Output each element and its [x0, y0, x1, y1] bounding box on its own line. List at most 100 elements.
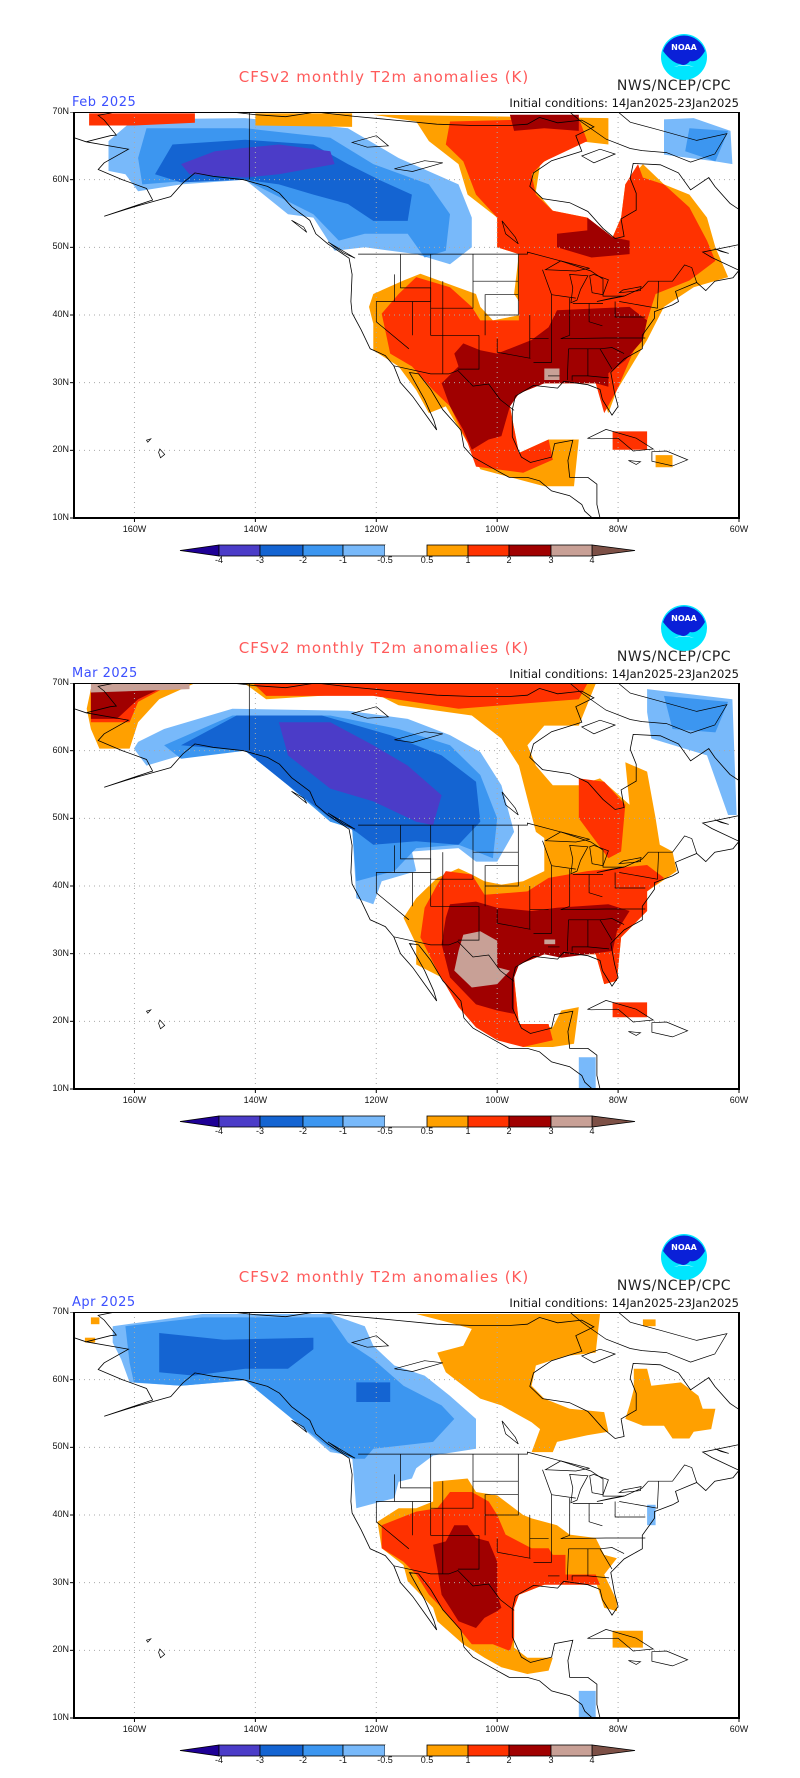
lat-tick-label: 60N	[52, 744, 69, 755]
anomaly-map	[70, 112, 781, 557]
island-outline	[745, 237, 781, 267]
lon-tick-label: 100W	[485, 524, 509, 534]
political-border	[551, 1494, 576, 1499]
colorbar-label: 1	[465, 555, 471, 565]
colorbar-label: -2	[298, 1126, 307, 1136]
month-label: Apr 2025	[72, 1295, 136, 1310]
island-outline	[714, 248, 729, 254]
island-outline	[394, 1360, 443, 1372]
anomaly-region-2_3	[509, 114, 579, 131]
island-outline	[569, 845, 589, 875]
island-outline	[158, 448, 166, 459]
lon-tick-label: 80W	[608, 524, 628, 534]
political-border	[566, 1548, 569, 1581]
political-border	[485, 825, 519, 887]
colorbar-label: 3	[548, 1755, 554, 1765]
island-outline	[394, 731, 443, 743]
anomaly-region-1_2	[612, 1002, 648, 1018]
political-border	[619, 281, 659, 309]
colorbar-label: -1	[338, 1755, 347, 1765]
anomaly-region--1_-0.5	[578, 1057, 596, 1089]
anomaly-region-3_4	[544, 939, 556, 945]
island-outline	[569, 683, 728, 734]
chart-title: CFSv2 monthly T2m anomalies (K)	[238, 1268, 530, 1286]
island-outline	[596, 866, 625, 873]
political-border	[430, 254, 479, 336]
anomaly-region-1_2	[612, 431, 648, 450]
colorbar-label: 2	[506, 555, 512, 565]
political-border	[560, 869, 646, 911]
political-border	[496, 909, 531, 930]
colorbar-label: 2	[506, 1755, 512, 1765]
lon-tick-label: 100W	[485, 1095, 509, 1105]
lon-tick-label: 140W	[243, 524, 268, 534]
political-border	[496, 1538, 531, 1559]
lon-tick-label: 160W	[122, 1724, 147, 1734]
colorbar-label: 0.5	[420, 555, 434, 565]
island-outline	[291, 219, 308, 233]
colorbar-label: -1	[338, 555, 347, 565]
political-border	[393, 1565, 515, 1611]
political-border	[587, 1575, 610, 1579]
island-outline	[651, 1021, 689, 1038]
political-border	[599, 919, 613, 941]
political-border	[457, 1535, 480, 1570]
political-border	[457, 335, 480, 370]
political-border	[430, 254, 474, 309]
political-border	[484, 1494, 519, 1536]
island-outline	[544, 831, 590, 843]
lat-tick-label: 50N	[52, 241, 69, 252]
island-outline	[394, 160, 443, 172]
coastline	[74, 112, 739, 518]
island-outline	[618, 857, 642, 865]
lat-tick-label: 30N	[52, 947, 69, 958]
anomaly-map	[70, 683, 781, 1128]
noaa-logo-text: NOAA	[671, 614, 697, 623]
island-outline	[145, 1009, 152, 1014]
lon-tick-label: 60W	[729, 1095, 749, 1105]
lon-tick-label: 100W	[485, 1724, 509, 1734]
political-border	[393, 365, 515, 411]
lon-tick-label: 140W	[243, 1095, 268, 1105]
island-outline	[714, 1448, 729, 1454]
island-outline	[745, 808, 781, 838]
colorbar-label: 0.5	[420, 1126, 434, 1136]
colorbar-swatch	[385, 545, 427, 556]
island-outline	[350, 1335, 390, 1348]
political-border	[588, 874, 603, 898]
political-border	[430, 1454, 474, 1509]
lon-tick-label: 120W	[364, 1724, 389, 1734]
political-border	[614, 872, 646, 889]
lon-tick-label: 80W	[608, 1724, 628, 1734]
island-outline	[158, 1019, 166, 1030]
lat-tick-label: 40N	[52, 880, 69, 890]
political-border	[571, 348, 589, 381]
lon-tick-label: 160W	[122, 1095, 147, 1105]
anomaly-region--4_-3	[278, 722, 442, 826]
political-border	[430, 1454, 479, 1536]
political-border	[358, 251, 698, 297]
political-border	[551, 294, 576, 299]
anomaly-region--2_-1	[685, 128, 729, 162]
island-outline	[628, 1031, 642, 1036]
initial-conditions: Initial conditions: 14Jan2025-23Jan2025	[509, 667, 739, 681]
island-outline	[589, 274, 609, 296]
anomaly-region-1_2	[578, 778, 626, 859]
political-border	[614, 301, 646, 318]
political-border	[393, 936, 515, 982]
colorbar-label: 3	[548, 555, 554, 565]
lat-tick-label: 50N	[52, 812, 69, 823]
political-border	[588, 303, 603, 327]
political-border	[560, 298, 646, 340]
lat-tick-label: 60N	[52, 173, 69, 184]
island-outline	[714, 819, 729, 825]
coastline	[74, 683, 739, 1089]
agency-label: NWS/NCEP/CPC	[616, 649, 732, 665]
month-label: Feb 2025	[72, 95, 137, 110]
anomaly-region-1_2	[253, 683, 588, 709]
lat-tick-label: 20N	[52, 1015, 69, 1026]
political-border	[496, 338, 531, 359]
island-outline	[291, 790, 308, 804]
anomaly-region-2_3	[433, 1525, 502, 1628]
